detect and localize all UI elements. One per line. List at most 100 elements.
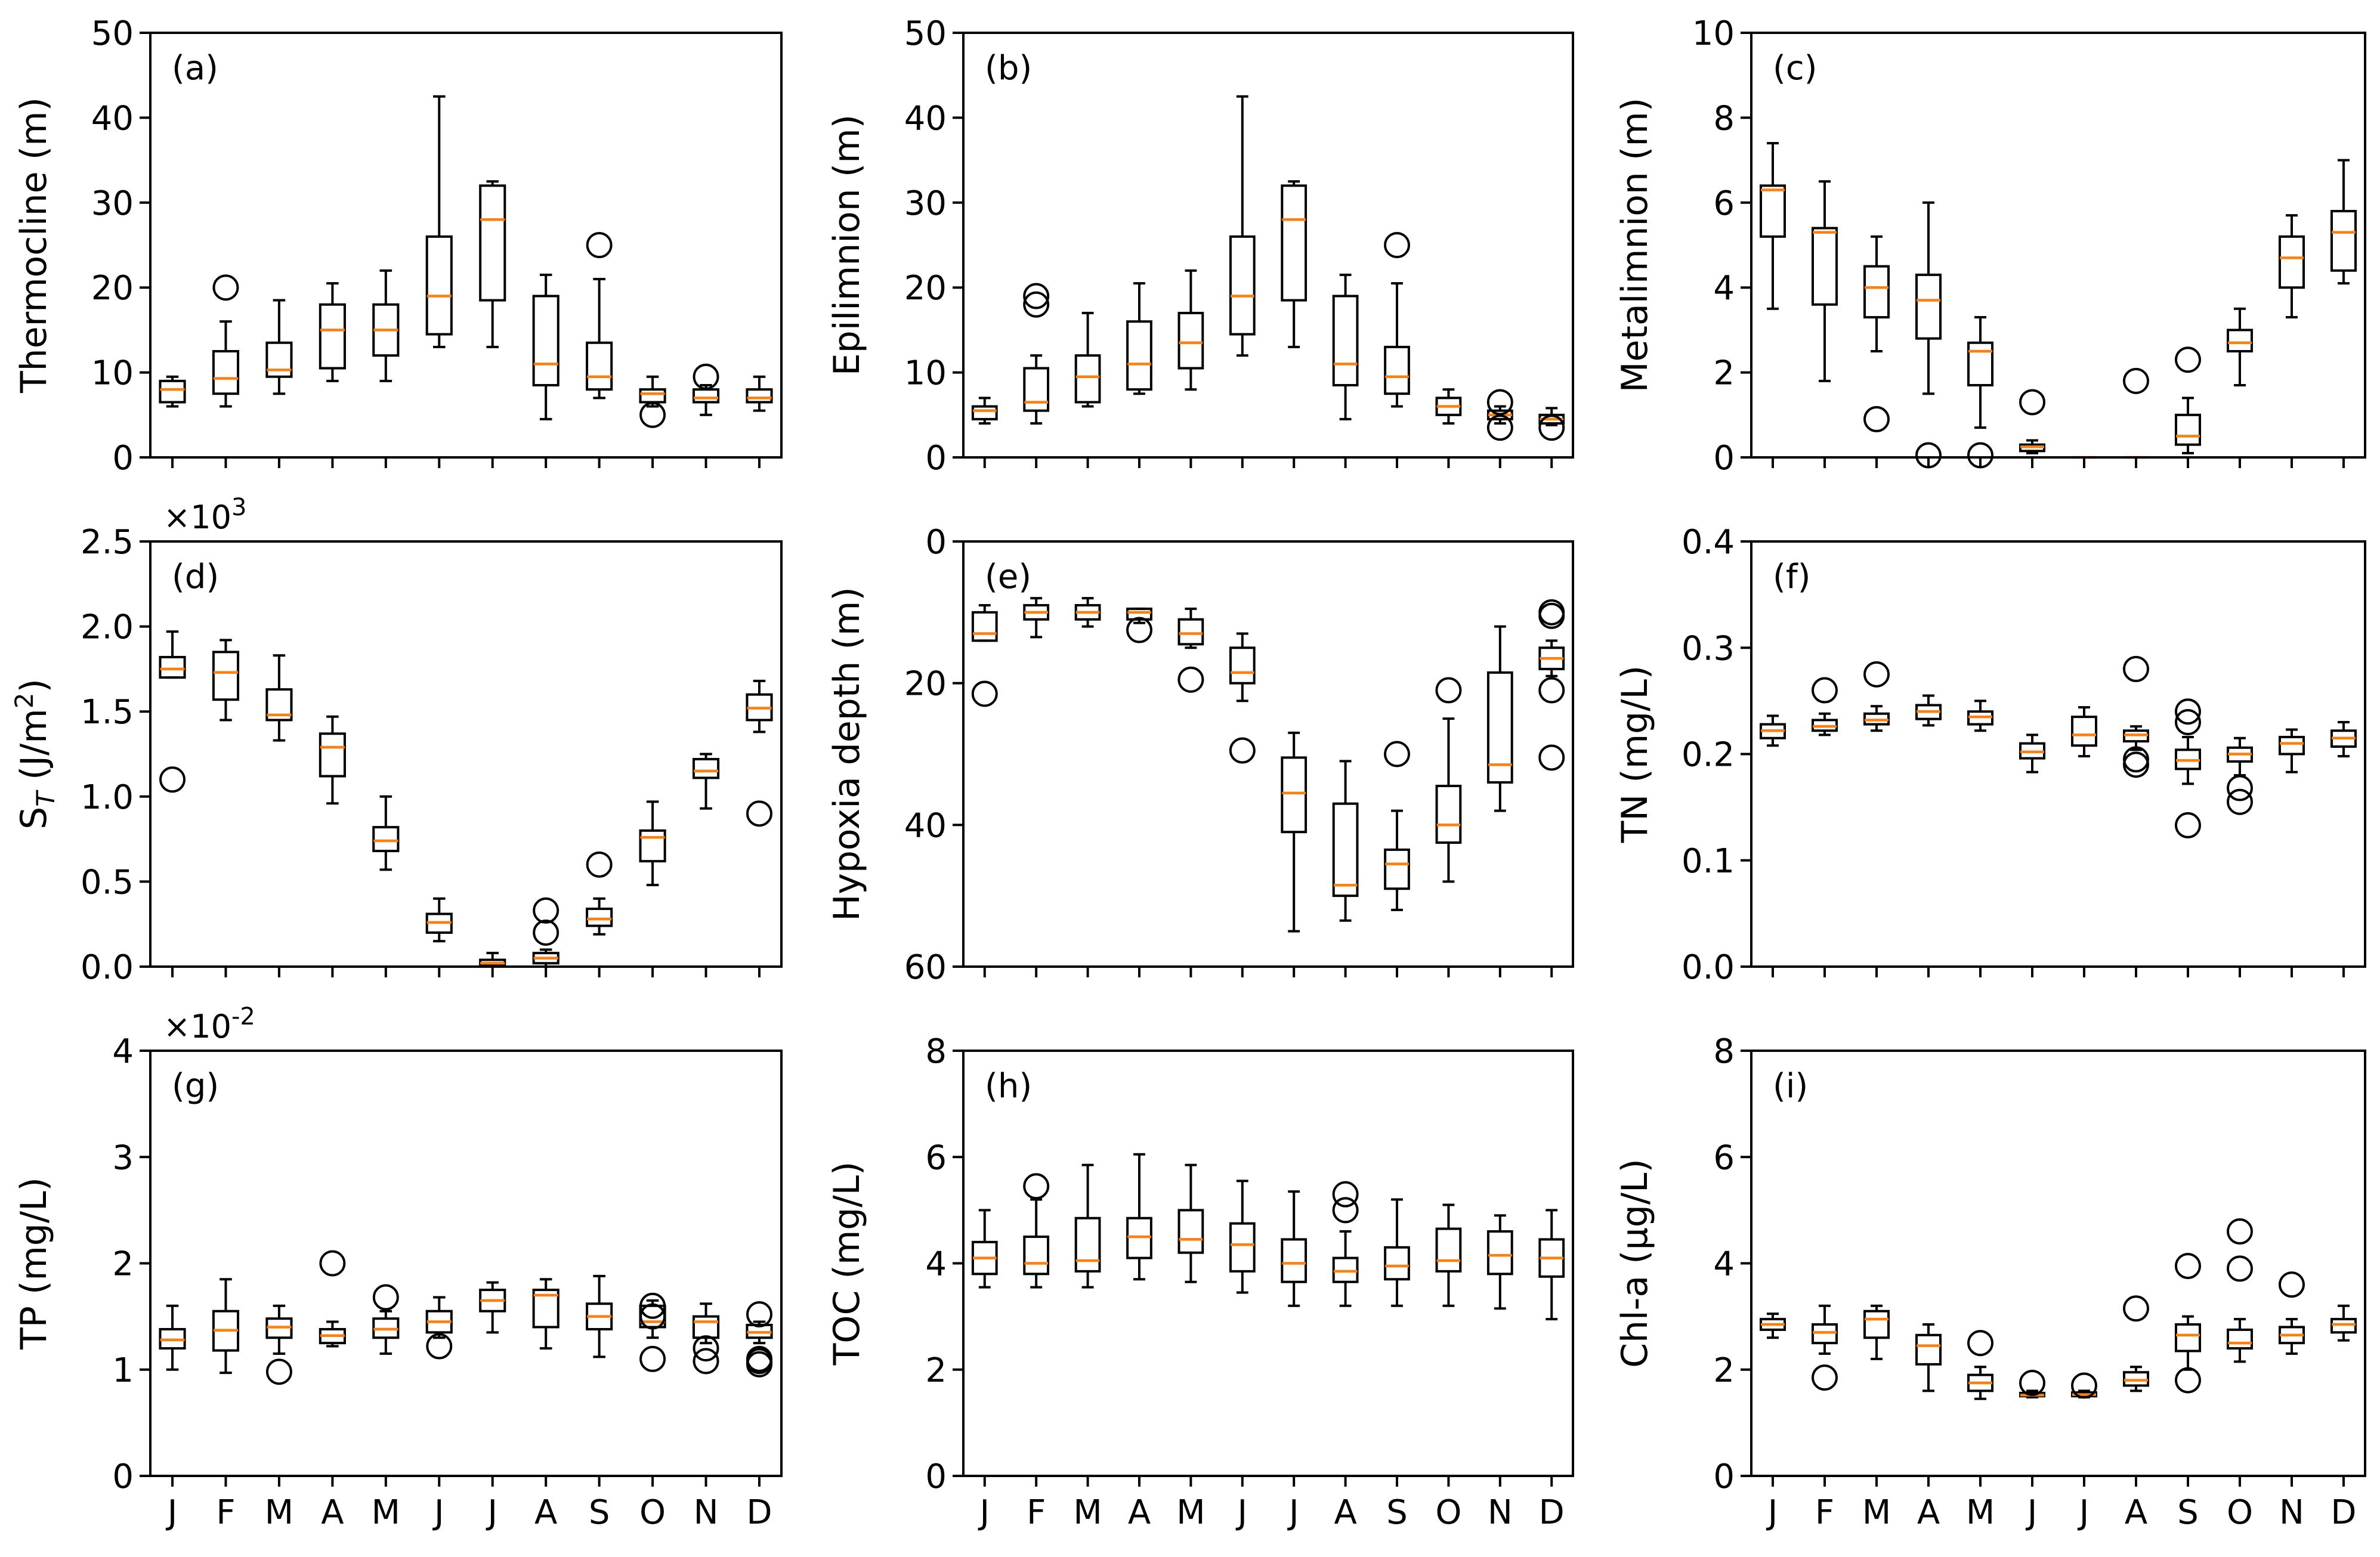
panel-c: 0 2 4 6 8 10 (c) Metalimnion (m) [1614,14,2366,478]
box-A [1332,273,1359,420]
y-axis-label: TOC (mg/L) [826,1162,868,1366]
box-O [639,800,666,887]
x-tick-label: A [1334,1493,1356,1532]
box-body [1384,1246,1410,1281]
flier-point [586,232,613,258]
box-A [1126,607,1152,643]
box-A [2122,1295,2150,1392]
y-tick-label: 60 [904,948,947,987]
y-tick-label: 0.1 [1682,842,1735,881]
flier-point [1332,1181,1359,1208]
flier-point [212,274,239,301]
flier-point [2122,367,2149,394]
box-J [425,95,453,348]
box-body [1863,265,1890,319]
box-S [1384,741,1411,911]
box-F [212,274,240,408]
y-axis-label: Chl-a (μg/L) [1614,1159,1656,1368]
box-M [1863,235,1890,432]
box-D [746,1301,773,1378]
y-tick-label: 2.5 [81,523,134,562]
box-body [1863,1310,1890,1339]
box-N [692,363,720,416]
x-tick-label: M [1862,1493,1891,1532]
flier-point [2122,655,2149,682]
flier-point [1915,442,1942,469]
box-J [1281,1190,1308,1307]
flier-point [2122,751,2149,778]
y-tick-label: 2 [1713,1351,1735,1390]
box-body [1332,802,1359,897]
x-tick-label: A [2125,1493,2147,1532]
box-D [746,679,773,827]
box-J [2070,1372,2098,1399]
flier-point [159,766,186,793]
y-tick-label: 0 [112,439,134,478]
y-tick-label: 6 [925,1138,947,1177]
x-tick-label: D [2330,1493,2356,1532]
box-body [425,235,453,336]
box-J [2019,733,2046,773]
y-tick-label: 20 [904,269,947,308]
y-axis-label: TP (mg/L) [13,1177,55,1350]
box-J [1281,180,1308,348]
x-tick-label: F [1815,1493,1834,1532]
box-body [1229,1222,1256,1273]
y-tick-label: 4 [1713,1245,1735,1284]
box-D [2330,721,2357,758]
x-tick-label: J [1287,1493,1299,1532]
box-body [265,341,293,378]
box-body [639,829,666,863]
x-tick-label: N [2279,1493,2304,1532]
panel-b: 0 10 20 30 40 50 (b) Epilimnion (m) [826,14,1574,478]
flier-point [1863,405,1890,432]
panel-label: (c) [1773,49,1817,88]
box-M [1074,311,1101,408]
axis-multiplier: ×103 [163,494,246,536]
box-J [1229,1180,1256,1294]
box-body [639,388,666,404]
y-tick-label: 0.0 [1682,948,1735,987]
x-tick-label: F [216,1493,235,1532]
y-tick-label: 6 [1713,184,1735,223]
box-J [479,1281,506,1334]
box-F [1023,283,1050,425]
box-body [1023,367,1050,412]
flier-point [1538,602,1565,629]
box-body [532,1289,560,1329]
box-body [212,651,240,701]
axes-frame [962,540,1574,968]
y-tick-label: 4 [112,1032,134,1071]
box-A [1332,1181,1359,1307]
box-body [159,655,186,679]
box-J [425,897,453,943]
panel-label: (a) [172,49,218,88]
x-tick-label: M [1966,1493,1995,1532]
y-tick-label: 10 [904,354,947,393]
box-M [372,1284,400,1355]
flier-point [1177,666,1204,693]
box-body [2070,716,2098,747]
flier-point [746,1348,772,1375]
x-tick-label: J [1236,1493,1248,1532]
flier-point [746,1345,772,1372]
box-S [2174,346,2202,454]
x-tick-label: M [372,1493,400,1532]
box-body [1074,1216,1101,1273]
y-tick-label: 20 [91,269,134,308]
panel-f: 0.0 0.1 0.2 0.3 0.4 (f) TN (mg/L) [1614,523,2366,987]
box-body [586,908,613,927]
x-tick-label: J [486,1493,497,1532]
box-body [971,405,998,420]
y-tick-label: 0.0 [81,948,134,987]
flier-point [639,401,666,428]
x-tick-label: A [1128,1493,1151,1532]
x-tick-label: M [1073,1493,1102,1532]
box-F [212,639,240,722]
flier-point [533,897,560,924]
box-F [1023,1173,1050,1289]
box-A [319,715,346,805]
flier-point [1538,744,1565,771]
box-body [1486,1230,1513,1276]
flier-point [1126,617,1152,643]
